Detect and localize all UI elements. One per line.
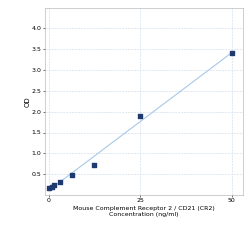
Point [138, 114, 142, 118]
Y-axis label: OD: OD [24, 96, 30, 106]
Point [58, 180, 62, 184]
Point [70, 174, 73, 178]
X-axis label: Mouse Complement Receptor 2 / CD21 (CR2)
Concentration (ng/ml): Mouse Complement Receptor 2 / CD21 (CR2)… [73, 206, 215, 217]
Point [47, 186, 51, 190]
Point [92, 163, 96, 167]
Point [230, 51, 234, 55]
Point [50, 184, 54, 188]
Point [52, 183, 56, 187]
